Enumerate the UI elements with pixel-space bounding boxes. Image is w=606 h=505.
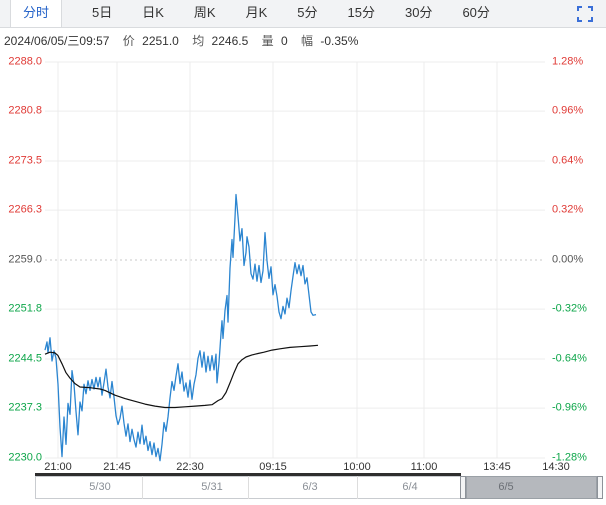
tab-period-3[interactable]: 周K — [193, 5, 216, 20]
y-axis-percent-label-5: -0.32% — [552, 302, 587, 315]
navigator-date-4[interactable]: 6/5 — [498, 481, 514, 493]
tab-period-1[interactable]: 5日 — [92, 5, 113, 20]
average-line — [44, 344, 319, 409]
y-axis-percent-label-7: -0.96% — [552, 401, 587, 414]
x-axis-time-label-1: 21:45 — [103, 461, 131, 473]
fullscreen-icon — [577, 6, 593, 22]
volume-label: 量 — [261, 34, 274, 48]
tab-period-6[interactable]: 15分 — [347, 5, 375, 20]
avg-value: 2246.5 — [211, 34, 249, 48]
y-axis-percent-label-0: 1.28% — [552, 55, 584, 68]
navigator-handle-left[interactable] — [460, 476, 466, 499]
y-axis-price-label-6: 2244.5 — [8, 352, 42, 365]
tab-period-5[interactable]: 5分 — [297, 5, 318, 20]
x-axis-time-label-5: 11:00 — [410, 461, 438, 473]
y-axis-price-label-8: 2230.0 — [8, 451, 42, 464]
navigator-handle-right[interactable] — [597, 476, 603, 499]
x-axis-time-label-6: 13:45 — [483, 461, 511, 473]
navigator-divider-0 — [142, 476, 143, 499]
price-value: 2251.0 — [142, 34, 179, 48]
tab-period-8[interactable]: 60分 — [462, 5, 490, 20]
fullscreen-button[interactable] — [577, 6, 593, 22]
x-axis-time-label-4: 10:00 — [343, 461, 371, 473]
period-tab-bar: 分时 5日 日K 周K 月K 5分 15分 30分 60分 — [0, 0, 606, 28]
tab-period-2[interactable]: 日K — [142, 5, 164, 20]
x-axis-time-label-2: 22:30 — [176, 461, 204, 473]
y-axis-price-label-1: 2280.8 — [8, 104, 42, 117]
y-axis-percent-label-2: 0.64% — [552, 154, 584, 167]
y-axis-percent-label-4: 0.00% — [552, 253, 584, 266]
price-line — [44, 193, 317, 462]
navigator-divider-1 — [248, 476, 249, 499]
x-axis-time-label-0: 21:00 — [44, 461, 72, 473]
avg-label: 均 — [192, 34, 205, 48]
x-axis-time-label-7: 14:30 — [542, 461, 570, 473]
quote-info-bar: 2024/06/05/三09:57 价 2251.0 均 2246.5 量 0 … — [0, 29, 606, 53]
change-label: 幅 — [300, 34, 313, 48]
change-value: -0.35% — [320, 34, 359, 48]
y-axis-percent-label-6: -0.64% — [552, 352, 587, 365]
y-axis-percent-label-1: 0.96% — [552, 104, 584, 117]
quote-datetime: 2024/06/05/三09:57 — [4, 34, 110, 48]
navigator-divider-2 — [357, 476, 358, 499]
y-axis-percent-label-3: 0.32% — [552, 203, 584, 216]
y-axis-price-label-7: 2237.3 — [8, 401, 42, 414]
navigator-selected-range[interactable] — [466, 476, 597, 499]
y-axis-price-label-2: 2273.5 — [8, 154, 42, 167]
price-label: 价 — [122, 34, 135, 48]
y-axis-price-label-0: 2288.0 — [8, 55, 42, 68]
y-axis-price-label-3: 2266.3 — [8, 203, 42, 216]
y-axis-price-label-4: 2259.0 — [8, 253, 42, 266]
tab-period-4[interactable]: 月K — [245, 5, 268, 20]
y-axis-price-label-5: 2251.8 — [8, 302, 42, 315]
navigator-view-extent-bar — [35, 473, 461, 476]
y-axis-percent-label-8: -1.28% — [552, 451, 587, 464]
volume-value: 0 — [280, 34, 288, 48]
navigator-date-1[interactable]: 5/31 — [201, 481, 223, 493]
navigator-date-0[interactable]: 5/30 — [89, 481, 111, 493]
x-axis-time-label-3: 09:15 — [259, 461, 287, 473]
navigator-date-2[interactable]: 6/3 — [302, 481, 318, 493]
navigator-date-3[interactable]: 6/4 — [402, 481, 418, 493]
tab-period-0[interactable]: 分时 — [10, 0, 63, 27]
tab-period-7[interactable]: 30分 — [404, 5, 433, 20]
